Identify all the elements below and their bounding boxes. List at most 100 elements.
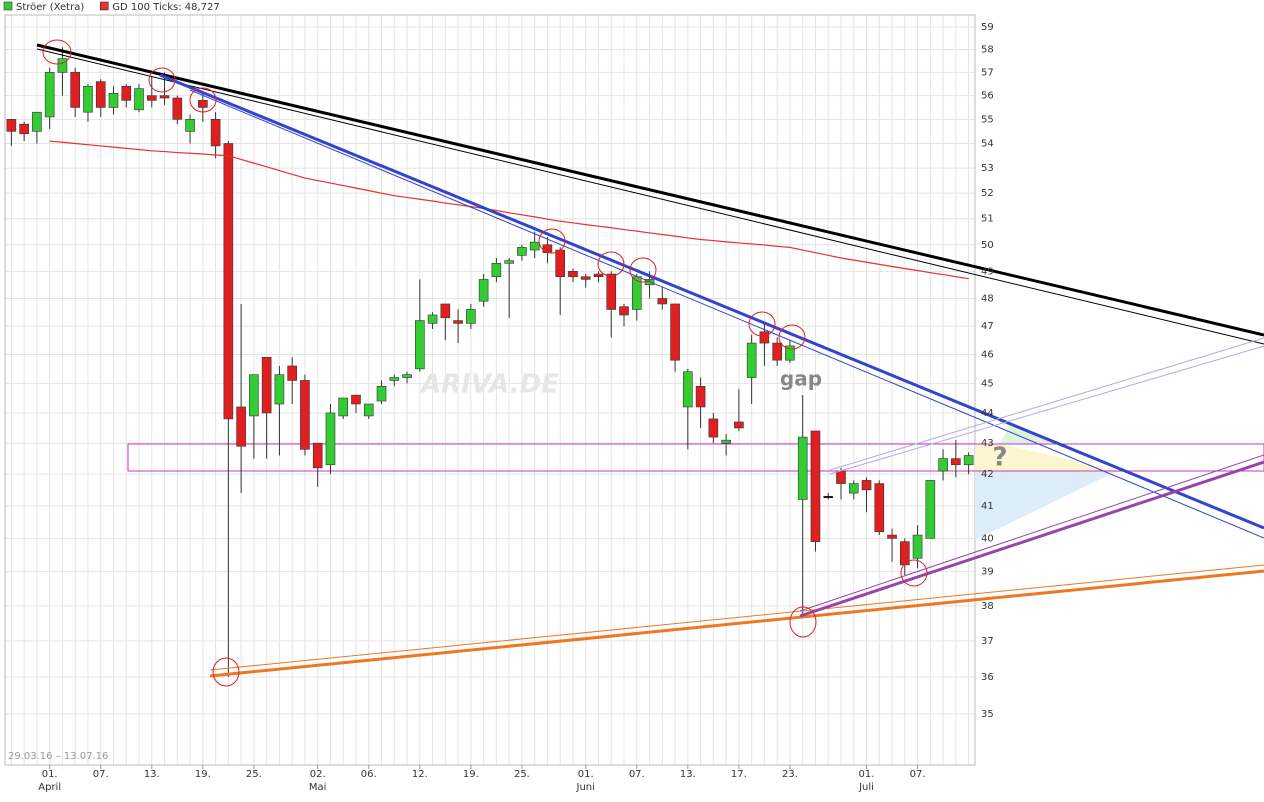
month-label: Juli: [858, 782, 874, 793]
candle-body: [912, 534, 923, 559]
y-tick-label: 46: [981, 349, 994, 360]
trendline: [209, 569, 1264, 678]
y-tick-label: 45: [981, 378, 994, 389]
trendlines: [36, 43, 1264, 678]
circle: [900, 559, 928, 587]
trendline: [209, 564, 1264, 671]
candle-body: [32, 111, 42, 132]
x-tick-label: 07.: [910, 769, 926, 780]
candle-body: [900, 541, 910, 566]
candle-body: [759, 331, 770, 344]
month-label: April: [38, 782, 61, 793]
y-tick-label: 41: [981, 501, 994, 512]
candle-body: [440, 303, 451, 319]
y-tick-label: 37: [981, 636, 994, 647]
legend-swatch: [99, 1, 109, 11]
candle-body: [95, 81, 106, 108]
candle-body: [657, 298, 668, 305]
candle-body: [134, 88, 144, 111]
x-tick-label: 01.: [578, 769, 594, 780]
candle-body: [427, 314, 438, 324]
candle-body: [83, 85, 93, 113]
candle-body: [734, 421, 744, 429]
candle-body: [466, 309, 476, 324]
trendline: [36, 48, 1264, 345]
y-tick-label: 48: [981, 293, 994, 304]
candle-body: [108, 93, 119, 108]
x-tick-label: 19.: [463, 769, 479, 780]
candle-body: [249, 374, 259, 417]
trendline: [829, 345, 1264, 475]
candle-body: [951, 458, 961, 466]
candle-body: [376, 386, 387, 402]
candle-body: [351, 394, 361, 405]
candle-body: [19, 123, 29, 135]
candle-body: [874, 483, 885, 533]
y-tick-label: 49: [981, 266, 994, 277]
month-label: Juni: [576, 782, 595, 793]
x-tick-label: 13.: [680, 769, 696, 780]
candle-body: [57, 58, 68, 73]
circle: [42, 39, 72, 65]
candle-body: [836, 470, 846, 484]
candle-body: [887, 534, 897, 539]
candle-body: [542, 244, 553, 253]
y-tick-label: 59: [981, 22, 994, 33]
trendline: [36, 43, 1264, 337]
candle-body: [261, 357, 272, 414]
candle-body: [708, 418, 719, 438]
candle-body: [529, 241, 540, 251]
candle-body: [823, 495, 834, 499]
x-tick-label: 25.: [246, 769, 262, 780]
x-tick-label: 07.: [93, 769, 109, 780]
circle: [212, 657, 240, 687]
candle-body: [517, 247, 527, 256]
candle-body: [236, 406, 246, 447]
candle-body: [312, 442, 323, 469]
candle-body: [746, 342, 757, 378]
candle-body: [670, 303, 680, 361]
circle: [148, 67, 176, 93]
y-tick-label: 55: [981, 114, 994, 125]
annotation: gap: [780, 367, 822, 391]
circle: [629, 257, 657, 283]
candle-body: [925, 480, 936, 539]
y-tick-label: 40: [981, 533, 994, 544]
candle-body: [785, 345, 795, 361]
y-tick-label: 42: [981, 469, 994, 480]
circle: [597, 251, 625, 277]
candle-body: [198, 100, 208, 108]
y-tick-label: 47: [981, 321, 994, 332]
grid: [5, 15, 975, 765]
candle-body: [580, 276, 591, 280]
plot-frame: [4, 14, 976, 766]
candle-body: [504, 260, 514, 264]
trendline: [189, 89, 1264, 539]
y-tick-label: 51: [981, 214, 994, 225]
trendline: [829, 337, 1264, 471]
candle-body: [619, 306, 629, 316]
candle-body: [70, 72, 80, 108]
candle-body: [389, 377, 400, 381]
candle-body: [810, 430, 821, 542]
y-tick-label: 35: [981, 709, 994, 720]
candle-body: [121, 85, 132, 101]
candle-body: [721, 439, 731, 444]
candle-body: [797, 436, 808, 500]
candle-body: [963, 455, 974, 466]
candle-body: [453, 320, 463, 324]
y-tick-label: 56: [981, 91, 994, 102]
legend: Ströer (Xetra) GD 100 Ticks: 48,727: [3, 1, 220, 13]
zone-yellow: [975, 444, 1125, 472]
moving-average-line: [49, 140, 969, 280]
x-tick-label: 19.: [195, 769, 211, 780]
candle-body: [402, 374, 412, 378]
y-tick-label: 38: [981, 601, 994, 612]
candle-body: [772, 342, 782, 361]
trendline: [799, 454, 1264, 612]
y-tick-label: 36: [981, 672, 994, 683]
y-tick-label: 57: [981, 67, 994, 78]
candle-body: [478, 279, 489, 302]
